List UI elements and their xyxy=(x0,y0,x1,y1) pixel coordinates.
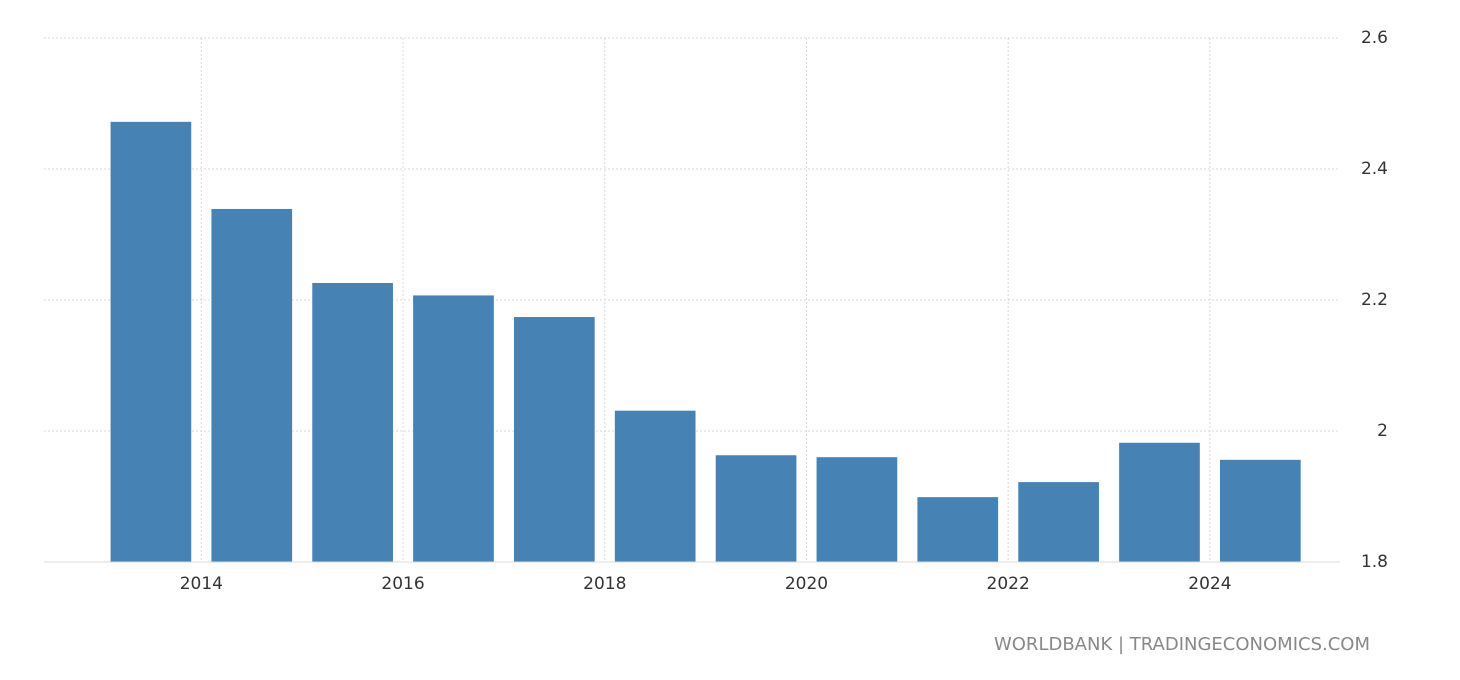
x-tick-label: 2014 xyxy=(180,574,223,594)
y-tick-label: 2.2 xyxy=(1361,290,1388,310)
bar xyxy=(1119,442,1200,562)
bar xyxy=(816,457,898,562)
bar xyxy=(413,295,494,562)
y-tick-label: 2.6 xyxy=(1361,28,1388,48)
bar xyxy=(614,410,696,562)
x-tick-label: 2024 xyxy=(1188,574,1231,594)
x-tick-label: 2022 xyxy=(987,574,1030,594)
bar xyxy=(211,208,293,562)
x-tick-label: 2018 xyxy=(583,574,626,594)
bar xyxy=(513,317,595,562)
bar xyxy=(110,121,192,562)
bar xyxy=(1018,482,1099,562)
bar xyxy=(715,455,797,562)
source: WORLDBANK | TRADINGECONOMICS.COM xyxy=(994,634,1370,655)
bar xyxy=(1219,459,1301,562)
y-tick-label: 2 xyxy=(1377,421,1388,441)
x-tick-label: 2016 xyxy=(381,574,424,594)
bar xyxy=(312,282,393,562)
x-tick-label: 2020 xyxy=(785,574,828,594)
y-tick-label: 2.4 xyxy=(1361,159,1388,179)
y-tick-label: 1.8 xyxy=(1361,552,1388,572)
bar xyxy=(917,497,999,562)
